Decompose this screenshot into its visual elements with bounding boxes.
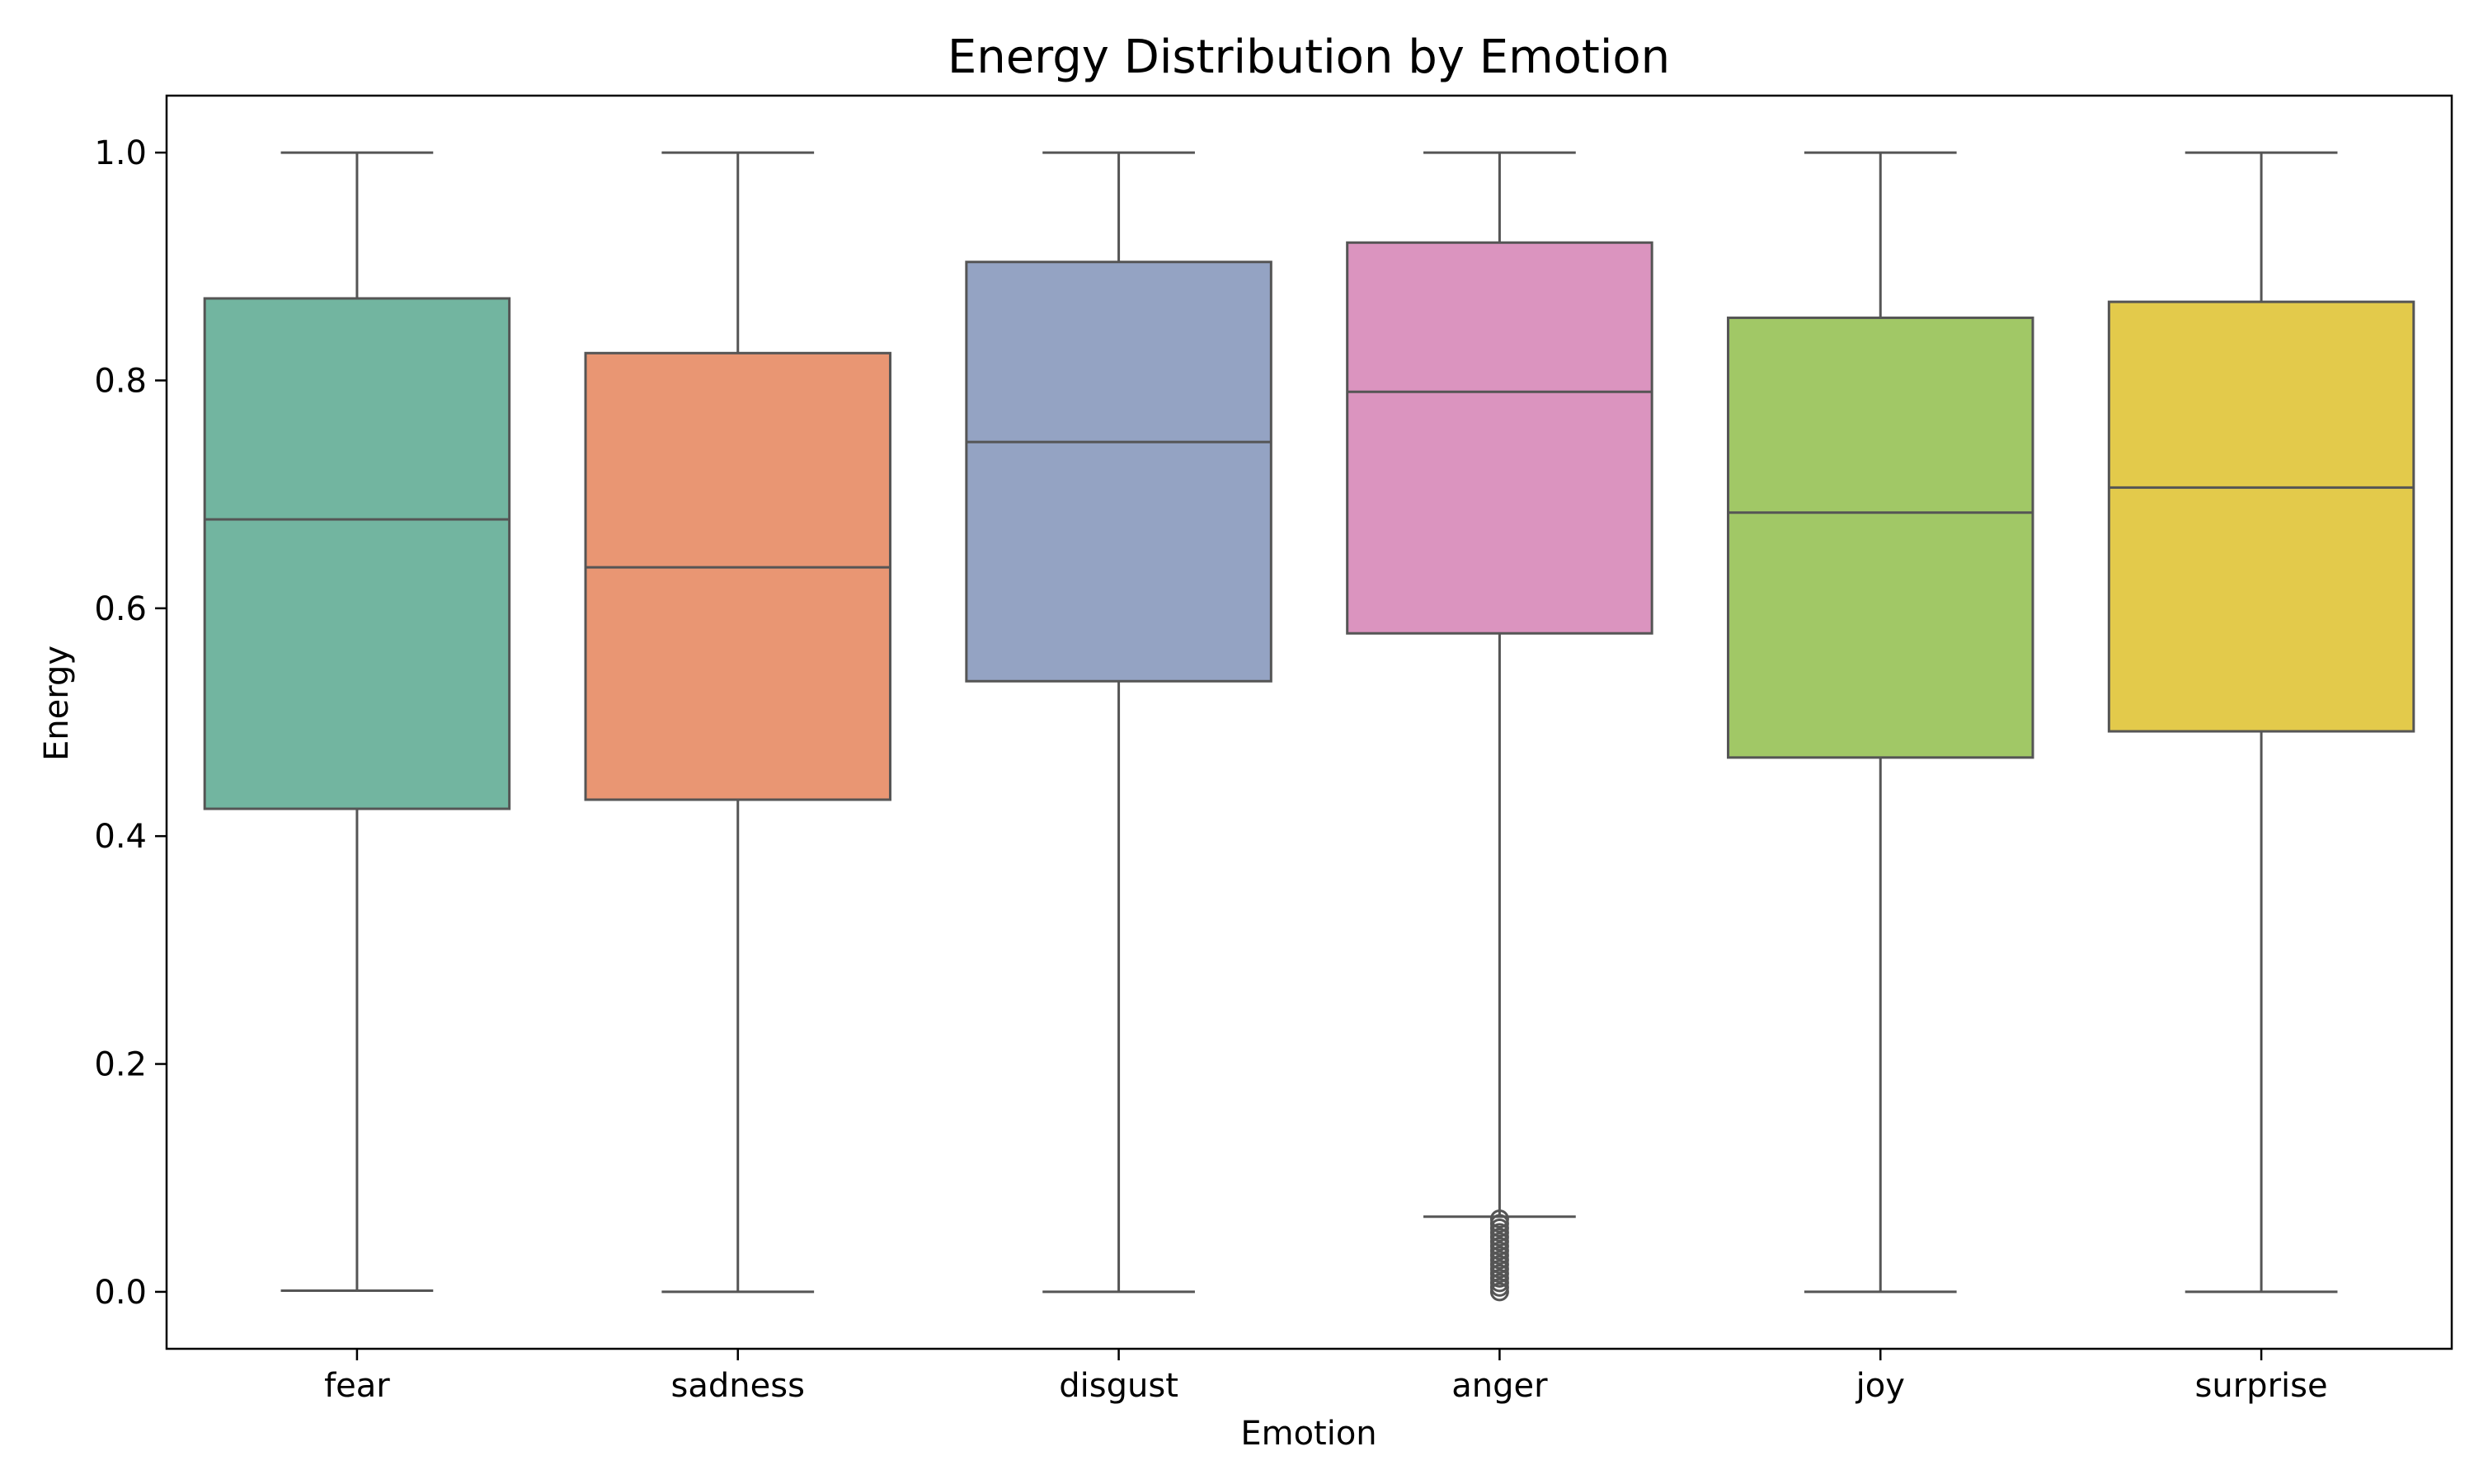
x-tick-label-surprise: surprise — [2195, 1367, 2328, 1405]
box-surprise — [2107, 300, 2415, 733]
box-sadness — [584, 351, 891, 801]
x-axis-label: Emotion — [1240, 1415, 1376, 1453]
box-fear — [203, 297, 511, 810]
box-group-joy — [1727, 151, 2034, 1294]
x-tick-label-anger: anger — [1451, 1367, 1548, 1405]
y-tick-label-5: 1.0 — [94, 134, 147, 172]
chart-title: Energy Distribution by Emotion — [948, 31, 1670, 84]
y-tick-label-1: 0.2 — [94, 1046, 147, 1084]
x-tick-label-fear: fear — [324, 1367, 390, 1405]
box-group-surprise — [2107, 151, 2415, 1294]
plot-frame — [165, 94, 2453, 1350]
y-tick-label-0: 0.0 — [94, 1274, 147, 1312]
box-disgust — [965, 261, 1272, 683]
y-tick-label-3: 0.6 — [94, 590, 147, 628]
x-tick-label-disgust: disgust — [1059, 1367, 1178, 1405]
box-joy — [1727, 316, 2034, 759]
outlier-anger-16 — [1489, 1209, 1509, 1228]
y-tick-label-2: 0.4 — [94, 818, 147, 856]
y-tick-label-4: 0.8 — [94, 362, 147, 400]
box-group-anger — [1346, 151, 1653, 1302]
x-tick-label-joy: joy — [1856, 1367, 1905, 1405]
y-axis-label: Energy — [38, 646, 76, 761]
plot-area — [203, 151, 2415, 1302]
box-group-sadness — [584, 151, 891, 1294]
x-tick-label-sadness: sadness — [671, 1367, 805, 1405]
box-group-disgust — [965, 151, 1272, 1294]
box-anger — [1346, 241, 1653, 635]
axes: 0.0 0.2 0.4 0.6 0.8 1.0 fear sadness disgust ange… — [94, 94, 2453, 1405]
box-group-fear — [203, 151, 511, 1293]
